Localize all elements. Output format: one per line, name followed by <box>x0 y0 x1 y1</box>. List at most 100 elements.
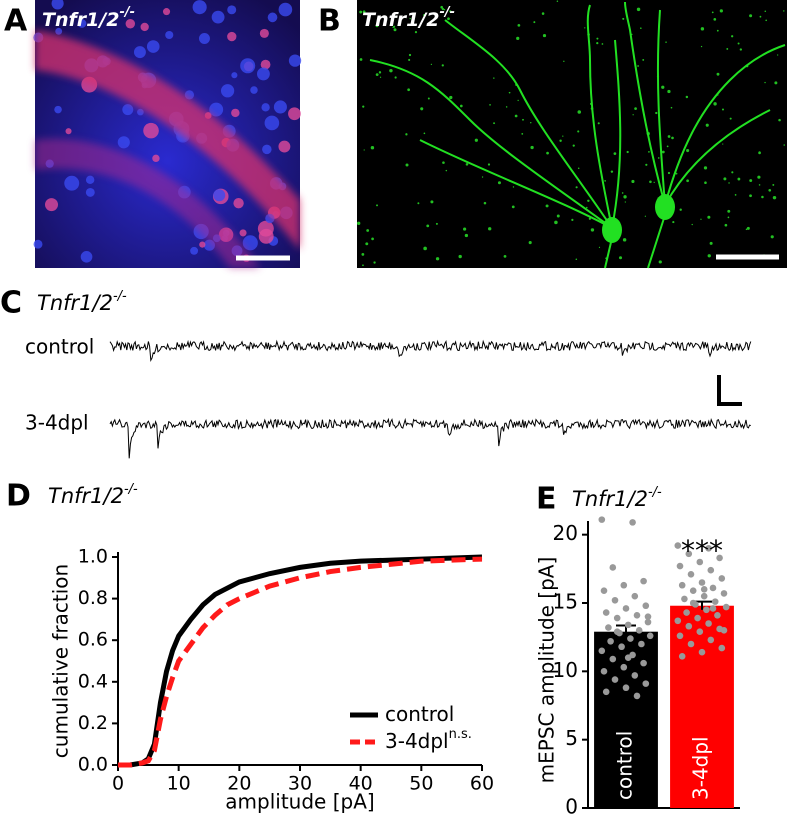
y-tick-label: 20 <box>553 521 578 545</box>
category-label: 3-4dpl <box>689 736 713 800</box>
puncta <box>528 241 532 245</box>
puncta <box>511 205 515 209</box>
data-point <box>676 562 684 570</box>
puncta <box>466 163 469 166</box>
title-text: Tnfr1/2 <box>42 9 120 31</box>
puncta <box>777 54 779 56</box>
puncta <box>441 64 444 67</box>
puncta <box>487 163 491 166</box>
puncta <box>610 170 614 173</box>
cell <box>288 107 301 121</box>
data-point <box>627 635 634 642</box>
title-text: Tnfr1/2 <box>362 9 440 31</box>
puncta <box>463 227 467 231</box>
puncta <box>596 37 599 40</box>
puncta <box>362 10 366 14</box>
y-tick-label: 10 <box>553 658 578 682</box>
data-point <box>685 622 693 630</box>
legend-text: 3-4dpl <box>385 729 449 753</box>
puncta <box>727 209 731 213</box>
y-tick-label: 0.8 <box>78 587 108 609</box>
puncta <box>737 42 740 45</box>
puncta <box>394 76 397 79</box>
legend-note: n.s. <box>449 727 472 742</box>
cell <box>239 229 247 237</box>
cell <box>261 103 270 112</box>
puncta <box>749 14 753 18</box>
data-point <box>707 636 715 644</box>
puncta <box>508 91 511 94</box>
puncta <box>389 68 393 73</box>
puncta <box>636 7 641 12</box>
panel-title: Tnfr1/2-/- <box>572 485 662 512</box>
puncta <box>670 106 673 109</box>
y-tick-label: 15 <box>553 590 578 614</box>
puncta <box>621 192 624 194</box>
puncta <box>571 218 574 222</box>
panel-title: Tnfr1/2-/- <box>37 289 127 316</box>
data-point <box>622 684 630 692</box>
data-point <box>613 614 621 622</box>
cell <box>64 175 80 191</box>
cell <box>231 108 240 118</box>
puncta <box>721 108 725 111</box>
cell <box>257 220 274 237</box>
puncta <box>357 221 361 225</box>
puncta <box>435 222 438 225</box>
cell <box>242 235 258 251</box>
cell <box>198 32 210 44</box>
y-tick-label: 0.2 <box>78 712 108 734</box>
puncta <box>667 135 671 138</box>
data-point <box>674 617 682 625</box>
cell <box>117 136 130 149</box>
puncta <box>640 27 642 29</box>
cell <box>227 31 237 42</box>
puncta <box>713 102 717 106</box>
puncta <box>705 123 709 127</box>
cell <box>65 128 72 135</box>
puncta <box>408 58 411 61</box>
trace <box>109 417 751 459</box>
puncta <box>359 58 363 61</box>
puncta <box>675 172 678 175</box>
puncta <box>362 105 365 108</box>
puncta <box>489 103 491 106</box>
puncta <box>749 179 753 183</box>
puncta <box>577 130 580 133</box>
puncta <box>584 27 586 29</box>
puncta <box>493 77 495 79</box>
panel-title: Tnfr1/2-/- <box>48 482 138 509</box>
puncta <box>686 179 689 183</box>
trace-label: 3-4dpl <box>25 411 89 435</box>
cell <box>227 5 237 15</box>
puncta <box>757 175 761 179</box>
puncta <box>445 169 448 172</box>
puncta <box>405 133 408 136</box>
puncta <box>772 183 775 186</box>
x-tick-label: 20 <box>227 773 251 795</box>
cell <box>51 0 64 10</box>
data-point <box>613 628 621 635</box>
data-point <box>698 579 706 586</box>
puncta <box>661 85 665 89</box>
puncta <box>745 228 748 231</box>
puncta <box>667 89 671 94</box>
cell <box>85 175 95 185</box>
puncta <box>719 9 723 13</box>
cell <box>45 198 59 212</box>
puncta <box>783 144 785 146</box>
panel-label: A <box>4 4 28 39</box>
puncta <box>481 176 484 178</box>
cell <box>162 8 171 16</box>
data-point <box>722 603 730 611</box>
cell <box>165 30 174 40</box>
cell <box>85 187 95 197</box>
puncta <box>623 195 627 199</box>
puncta <box>746 226 750 230</box>
puncta <box>768 188 772 192</box>
puncta <box>632 114 634 116</box>
puncta <box>430 200 434 204</box>
puncta <box>546 151 549 155</box>
bar <box>594 631 658 808</box>
title-text: Tnfr1/2 <box>37 291 113 315</box>
